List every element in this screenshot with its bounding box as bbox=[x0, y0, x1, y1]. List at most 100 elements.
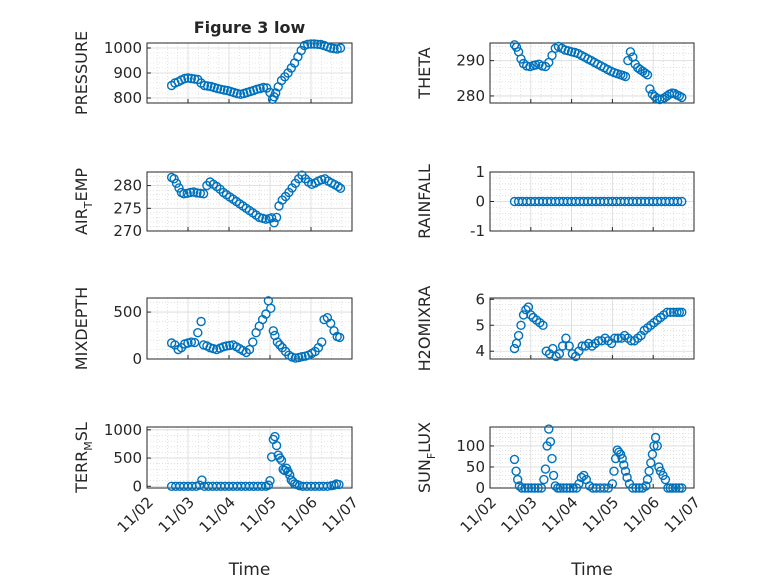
y-axis-label-rest: LUX bbox=[415, 422, 434, 453]
y-axis-label: TERRMSL bbox=[72, 422, 95, 494]
y-axis-label-main: SUN bbox=[415, 459, 434, 493]
data-point bbox=[509, 454, 520, 465]
data-point bbox=[179, 73, 190, 84]
chart-title: Figure 3 low bbox=[194, 18, 306, 37]
data-point bbox=[198, 189, 209, 199]
data-point bbox=[513, 474, 523, 485]
data-point bbox=[333, 181, 343, 192]
data-point bbox=[665, 307, 675, 317]
y-tick-label: 275 bbox=[113, 199, 142, 217]
data-point bbox=[620, 71, 631, 82]
data-point bbox=[329, 43, 339, 54]
data-point bbox=[270, 431, 280, 442]
data-point bbox=[194, 480, 205, 490]
y-axis-label: H2OMIXRA bbox=[415, 286, 434, 372]
data-point bbox=[536, 483, 547, 493]
data-point bbox=[615, 449, 626, 459]
y-tick-label: 6 bbox=[475, 290, 485, 308]
data-point bbox=[610, 333, 620, 343]
y-axis-label: THETA bbox=[415, 47, 434, 99]
axes-border bbox=[146, 42, 353, 104]
data-point bbox=[619, 460, 629, 470]
data-point bbox=[558, 483, 569, 493]
data-point bbox=[646, 458, 656, 468]
data-point bbox=[196, 316, 206, 327]
y-axis-label-sub: M bbox=[82, 441, 95, 451]
y-axis-label-sub: F bbox=[425, 453, 438, 459]
data-point bbox=[677, 307, 687, 317]
data-point bbox=[674, 307, 684, 317]
data-point bbox=[518, 310, 529, 320]
x-tick-label: 11/07 bbox=[661, 493, 704, 536]
data-point bbox=[564, 341, 574, 351]
data-point bbox=[553, 483, 563, 493]
y-tick-label: 1000 bbox=[104, 421, 142, 439]
data-point bbox=[662, 307, 672, 317]
axes-border bbox=[146, 297, 353, 360]
data-point bbox=[677, 483, 687, 493]
x-tick-label: 11/02 bbox=[457, 493, 500, 536]
subplot-1: 800 900 1000 PRESSURE Figure 3 low bbox=[72, 18, 353, 115]
y-tick-label: -1 bbox=[470, 222, 485, 240]
y-tick-label: 50 bbox=[466, 458, 485, 476]
axes-border bbox=[489, 171, 695, 232]
y-axis-label-main: TERR bbox=[72, 451, 91, 494]
data-point bbox=[526, 310, 536, 320]
data-point bbox=[547, 453, 557, 464]
data-point bbox=[297, 352, 307, 362]
data-point bbox=[625, 47, 636, 57]
data-point bbox=[312, 39, 323, 49]
y-tick-label: 900 bbox=[113, 64, 142, 82]
data-point bbox=[269, 218, 279, 228]
data-point bbox=[244, 344, 255, 355]
data-point bbox=[677, 196, 687, 207]
data-point bbox=[334, 479, 344, 490]
y-tick-label: 290 bbox=[456, 52, 485, 70]
data-point bbox=[576, 472, 587, 483]
x-tick-label: 11/05 bbox=[579, 493, 622, 536]
y-axis-label: SUNFLUX bbox=[415, 422, 438, 493]
x-tick-label: 11/04 bbox=[196, 493, 239, 536]
data-point bbox=[192, 188, 202, 198]
data-point bbox=[520, 483, 530, 493]
data-point bbox=[599, 483, 609, 493]
data-point bbox=[266, 213, 277, 223]
data-point bbox=[225, 340, 235, 351]
data-point bbox=[271, 88, 281, 98]
data-point bbox=[275, 340, 285, 350]
data-point bbox=[513, 330, 524, 341]
y-axis-label: PRESSURE bbox=[72, 31, 91, 115]
y-tick-label: 4 bbox=[475, 342, 485, 360]
x-tick-label: 11/05 bbox=[237, 493, 280, 536]
y-tick-label: 0 bbox=[475, 479, 485, 497]
data-point bbox=[671, 483, 681, 493]
data-point bbox=[195, 188, 206, 199]
y-tick-label: 500 bbox=[113, 303, 142, 321]
data-point bbox=[185, 187, 196, 198]
data-point bbox=[202, 81, 213, 91]
data-point bbox=[189, 74, 200, 84]
data-point bbox=[617, 453, 627, 464]
y-tick-label: 1000 bbox=[104, 39, 142, 57]
y-tick-label: 0 bbox=[132, 477, 142, 495]
y-tick-label: 0 bbox=[132, 350, 142, 368]
y-axis-label: AIRTEMP bbox=[72, 168, 95, 235]
data-point bbox=[509, 343, 520, 354]
subplot-2: 280 290 THETA bbox=[415, 40, 695, 105]
data-point bbox=[660, 474, 671, 485]
data-point bbox=[272, 337, 283, 347]
data-point bbox=[257, 481, 267, 491]
data-point bbox=[652, 441, 662, 451]
data-point bbox=[199, 80, 210, 91]
data-point bbox=[335, 183, 346, 194]
data-point bbox=[300, 174, 310, 184]
data-point bbox=[179, 189, 189, 199]
data-point bbox=[306, 39, 316, 49]
x-tick-label: 11/06 bbox=[620, 493, 663, 536]
y-axis-label: RAINFALL bbox=[415, 164, 434, 239]
y-axis-label-main: AIR bbox=[72, 208, 91, 235]
x-tick-label: 11/03 bbox=[497, 493, 540, 536]
subplot-4: -1 0 1 RAINFALL bbox=[415, 163, 695, 240]
subplot-3: 270 275 280 AIRTEMP bbox=[72, 168, 353, 240]
data-point bbox=[261, 309, 271, 319]
